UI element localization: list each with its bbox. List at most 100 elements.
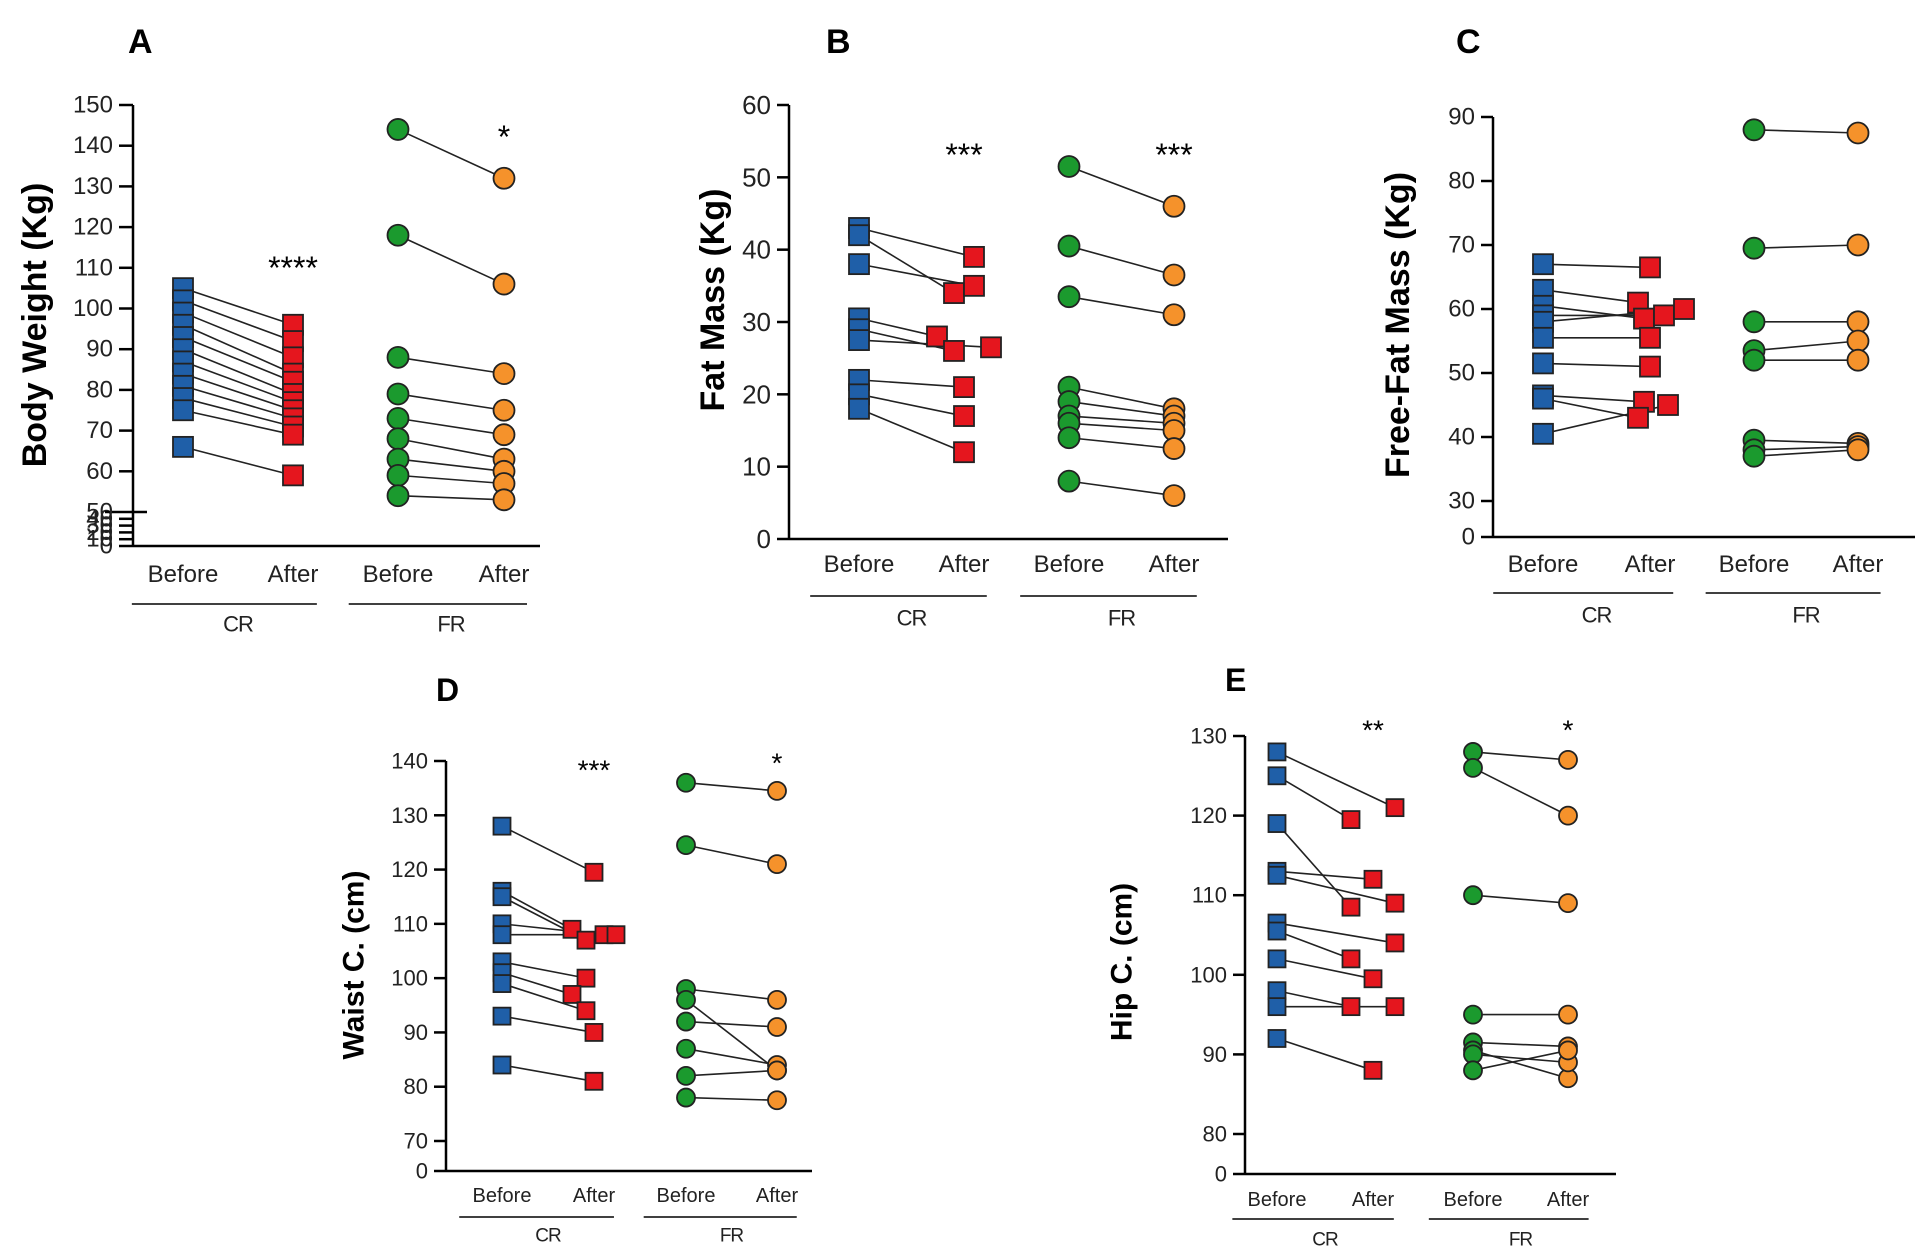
data-point-cr-before (492, 1006, 512, 1026)
data-point-fr-after (1162, 484, 1186, 508)
data-point-cr-before (1532, 387, 1554, 410)
pair-line-cr (182, 287, 294, 326)
data-point-cr-after (1385, 893, 1405, 913)
y-tick-label: 140 (391, 749, 428, 774)
data-point-fr-after (1846, 438, 1870, 462)
data-point-fr-before (1742, 236, 1766, 260)
pair-line-cr (182, 348, 294, 395)
data-point-cr-after (1673, 298, 1695, 320)
pair-line-cr (1276, 751, 1396, 809)
y-tick-label: 40 (1448, 424, 1475, 451)
significance-marker-fr: * (498, 119, 510, 155)
data-point-cr-after (1341, 949, 1361, 969)
pair-line-fr (1753, 449, 1859, 457)
y-tick-label: 60 (742, 90, 771, 120)
significance-marker-fr: * (772, 748, 783, 779)
data-point-fr-after (492, 272, 516, 296)
data-point-cr-after (963, 245, 985, 268)
pair-line-fr (1068, 415, 1175, 425)
data-point-cr-after (562, 919, 582, 939)
data-point-fr-after (492, 362, 516, 386)
pair-line-fr (397, 437, 505, 460)
y-tick-label: 40 (86, 505, 113, 532)
data-point-fr-after (1558, 805, 1578, 826)
x-category-label: After (1149, 551, 1200, 578)
data-point-fr-before (676, 1038, 696, 1059)
group-label-fr: FR (1108, 606, 1135, 631)
pair-line-fr (1472, 751, 1569, 761)
y-tick-label: 40 (742, 235, 771, 265)
data-point-cr-after (1639, 326, 1661, 349)
data-point-fr-after (1558, 893, 1578, 914)
group-label-cr: CR (535, 1226, 561, 1247)
x-category-label: Before (363, 561, 434, 588)
group-label-fr: FR (1792, 603, 1819, 628)
data-point-fr-before (1057, 155, 1081, 178)
pair-line-fr (1068, 386, 1175, 410)
pair-line-cr (1276, 922, 1396, 944)
y-tick-label: 20 (742, 379, 771, 409)
pair-line-cr (501, 825, 595, 874)
pair-line-fr (685, 999, 778, 1072)
data-point-fr-after (492, 166, 516, 190)
chart-panel-b: B Fat Mass (Kg) 0 10 20 30 40 50 60 Before After Be… (694, 23, 1228, 631)
data-point-cr-after (1341, 897, 1361, 917)
pair-line-fr (685, 988, 778, 1001)
y-tick-label: 110 (75, 254, 113, 281)
pair-line-fr (397, 234, 505, 285)
pair-line-fr (1472, 767, 1569, 817)
y-tick-label: 60 (86, 458, 113, 485)
x-category-label: Before (1444, 1189, 1503, 1211)
data-point-cr-before (492, 816, 512, 836)
pair-line-cr (501, 1015, 595, 1034)
group-label-cr: CR (897, 606, 927, 631)
data-point-cr-after (963, 274, 985, 297)
data-point-cr-before (1267, 742, 1287, 762)
y-tick-label: 120 (73, 214, 113, 241)
y-tick-label: 80 (1203, 1122, 1227, 1147)
data-point-cr-before (1267, 766, 1287, 786)
data-point-cr-after (562, 985, 582, 1004)
data-point-fr-after (1558, 1004, 1578, 1025)
y-tick-label: 70 (1448, 232, 1475, 259)
data-point-cr-before (848, 329, 870, 351)
panel-letter: C (1456, 23, 1481, 61)
group-label-cr: CR (1312, 1230, 1338, 1251)
x-category-label: After (268, 561, 319, 588)
pair-line-fr (1068, 400, 1175, 417)
data-point-cr-before (1532, 352, 1554, 375)
data-point-cr-before (848, 253, 870, 276)
pair-line-fr (397, 356, 505, 375)
y-tick-label: 110 (1192, 883, 1227, 908)
pair-line-cr (1276, 930, 1352, 960)
pair-line-cr (501, 1064, 595, 1083)
data-point-cr-before (1267, 814, 1287, 833)
data-point-cr-after (1363, 969, 1383, 989)
chart-panel-e: E Hip C. (cm) 0 80 90 100 110 120 130 Before After… (1106, 662, 1616, 1251)
pair-line-fr (1068, 165, 1175, 208)
pair-line-cr (182, 409, 294, 436)
y-tick-label: 60 (1448, 296, 1475, 323)
data-point-fr-before (1742, 118, 1766, 142)
pair-line-fr (1472, 894, 1569, 904)
pair-line-cr (501, 890, 573, 930)
pair-line-fr (1472, 1049, 1569, 1072)
y-tick-label: 0 (757, 524, 771, 554)
data-point-cr-after (1639, 355, 1661, 378)
panel-letter: D (436, 672, 459, 708)
data-point-cr-after (953, 376, 975, 399)
y-tick-label: 0 (1215, 1162, 1227, 1187)
pair-line-cr (858, 393, 965, 417)
pair-line-fr (685, 781, 778, 792)
y-tick-label: 80 (86, 376, 113, 403)
y-tick-label: 130 (1190, 724, 1227, 749)
data-point-cr-after (584, 1023, 604, 1042)
pair-line-cr (1276, 989, 1352, 1008)
data-point-cr-before (848, 397, 870, 420)
data-point-fr-before (676, 835, 696, 856)
y-tick-label: 90 (404, 1020, 428, 1045)
pair-line-fr (1472, 1049, 1569, 1080)
data-point-fr-before (386, 406, 410, 430)
